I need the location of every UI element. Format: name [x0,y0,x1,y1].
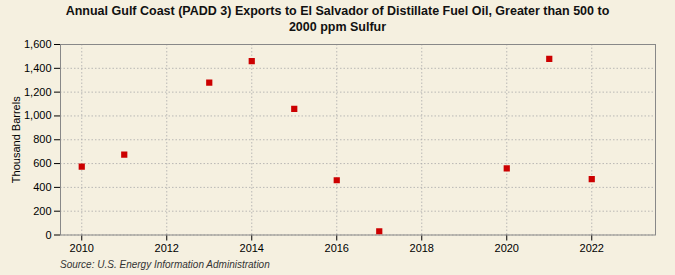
svg-text:2010: 2010 [70,241,94,253]
html-text:Source: U.S. Energy Informatio: Source: U.S. Energy Information Administ… [60,259,270,270]
html-text:Annual Gulf Coast (PADD 3) Exp: Annual Gulf Coast (PADD 3) Exports to El… [65,4,610,35]
svg-text:1,600: 1,600 [24,38,52,50]
svg-text:2022: 2022 [580,241,604,253]
svg-text:800: 800 [33,133,51,145]
svg-text:2014: 2014 [240,241,264,253]
svg-text:2018: 2018 [410,241,434,253]
svg-text:1,200: 1,200 [24,85,52,97]
svg-text:0: 0 [45,228,51,240]
svg-text:200: 200 [33,204,51,216]
svg-text:400: 400 [33,180,51,192]
svg-text:1,000: 1,000 [24,109,52,121]
svg-text:2020: 2020 [495,241,519,253]
svg-text:2012: 2012 [155,241,179,253]
svg-text:1,400: 1,400 [24,61,52,73]
svg-text:600: 600 [33,157,51,169]
svg-text:2016: 2016 [325,241,349,253]
svg-text:Thousand Barrels: Thousand Barrels [10,95,22,182]
